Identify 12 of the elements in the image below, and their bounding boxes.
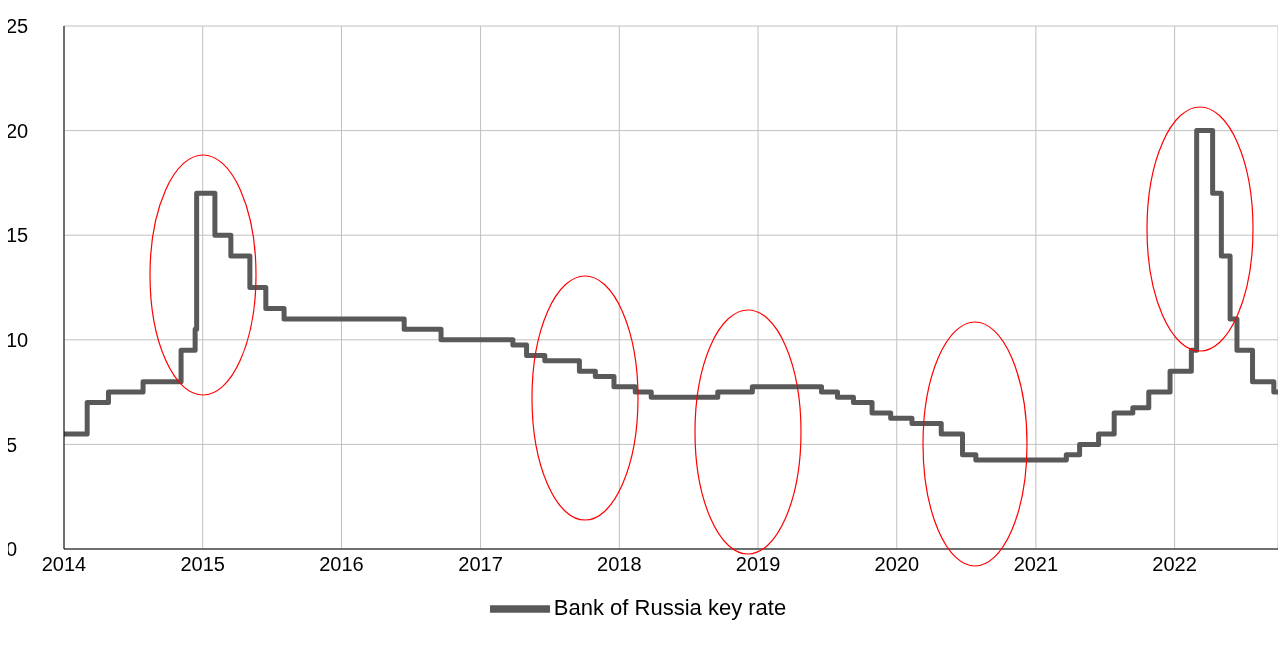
y-tick-label: 10 — [6, 328, 29, 351]
x-tick-label: 2020 — [874, 553, 920, 576]
x-tick-label: 2014 — [41, 553, 87, 576]
x-tick-label: 2018 — [597, 553, 642, 576]
x-tick-label: 2019 — [735, 553, 781, 576]
x-tick-label: 2016 — [319, 553, 364, 576]
legend-label: Bank of Russia key rate — [553, 594, 787, 620]
x-tick-label: 2021 — [1013, 553, 1059, 576]
y-tick-label: 15 — [6, 224, 29, 247]
x-tick-label: 2017 — [458, 553, 503, 576]
x-tick-label: 2015 — [180, 553, 225, 576]
x-tick-label: 2022 — [1152, 553, 1197, 576]
